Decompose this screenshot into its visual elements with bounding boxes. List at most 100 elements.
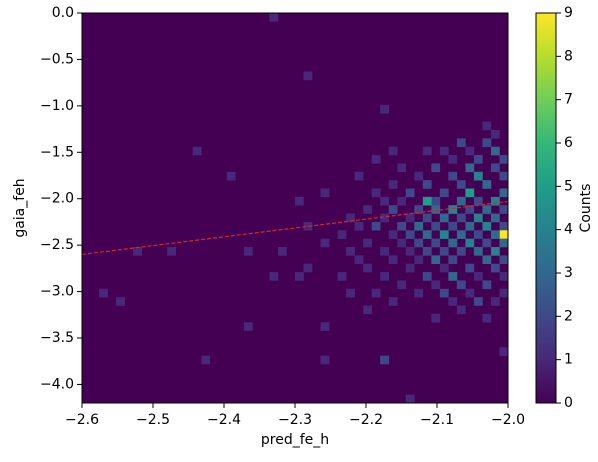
bin-cell [499,347,509,356]
bin-cell [388,297,398,306]
bin-cell [456,305,466,315]
bin-cell [490,163,500,173]
bin-cell [226,171,236,181]
bin-cell [295,272,304,281]
y-tick-label: −2.0 [40,191,74,207]
bin-cell [490,263,500,273]
bin-cell [465,263,475,273]
bin-cell [490,196,500,206]
bin-cell [363,263,372,273]
bin-cell [388,255,398,265]
bin-cell [397,280,407,290]
bin-cell [482,205,492,214]
bin-cell [405,247,415,256]
y-tick-label: −0.5 [40,51,74,67]
x-axis-label: pred_fe_h [261,432,329,448]
bin-cell [482,255,492,265]
bin-cell [439,230,449,239]
bin-cell [405,230,415,239]
bin-cell [499,171,509,181]
bin-cell [133,247,142,256]
bin-cell [473,272,483,281]
bin-cell [456,213,466,223]
bin-cell [499,255,509,265]
bin-cell [295,196,304,206]
bin-cell [431,238,441,248]
x-tick-label: −2.1 [420,412,454,428]
bin-cell [482,138,492,148]
bin-cell [490,213,500,223]
bin-cell [422,146,432,156]
bin-cell [431,221,441,231]
bin-cell [482,121,492,131]
bin-cell [303,221,313,231]
bin-cell [405,263,415,273]
bin-cell [380,196,390,206]
bin-cell [448,272,458,281]
bin-cell [448,297,458,306]
bin-cell [422,180,432,189]
bin-cell [388,230,398,239]
bin-cell [346,213,355,223]
y-tick-label: −1.0 [40,98,74,114]
bin-cell [388,205,398,214]
bin-cell [388,146,398,156]
bin-cell [405,213,415,223]
x-tick-label: −2.0 [491,412,525,428]
bin-cell [499,155,509,164]
bin-cell [456,180,466,189]
bin-cell [490,230,500,239]
bin-cell [448,171,458,181]
bin-cell [465,188,475,198]
bin-cell [414,205,424,214]
bin-cell [363,305,372,315]
bin-cell [490,247,500,256]
bin-cell [431,255,441,265]
bin-cell [473,297,483,306]
colorbar-tick-label: 2 [564,308,573,324]
bin-cell [456,196,466,206]
bin-cell [465,205,475,214]
bin-cell [448,255,458,265]
plot-background [82,13,508,403]
bin-cell [380,213,390,223]
bin-cell [414,238,424,248]
colorbar-tick-label: 8 [564,48,573,64]
bin-cell [499,238,509,248]
y-axis-label: gaia_feh [12,178,28,237]
x-tick-label: −2.4 [207,412,241,428]
bin-cell [465,221,475,231]
bin-cell [439,146,449,156]
bin-cell [456,280,466,290]
bin-cell [414,255,424,265]
bin-cell [405,394,415,404]
bin-cell [320,322,330,331]
y-tick-label: −4.0 [40,376,74,392]
bin-cell [456,247,466,256]
bin-cell [439,263,449,273]
bin-cell [243,322,253,331]
bin-cell [380,104,390,114]
y-tick-label: −3.5 [40,330,74,346]
colorbar-tick-label: 9 [564,5,573,21]
bin-cell [320,238,330,248]
bin-cell [269,13,279,22]
bin-cell [499,288,509,298]
bin-cell [354,171,364,181]
bin-cell [397,163,407,173]
bin-cell [431,205,441,214]
bin-cell [371,155,381,164]
bin-cell [380,272,390,281]
bin-cell [465,288,475,298]
bin-cell [354,221,364,231]
colorbar-tick-label: 6 [564,135,573,151]
fit-line [81,200,509,256]
y-tick-label: 0.0 [52,5,74,21]
bin-cell [201,355,211,365]
bin-cell [371,188,381,198]
bin-cell [490,146,500,156]
bin-cell [431,280,441,290]
bin-cell [482,180,492,189]
colorbar-tick-label: 1 [564,352,573,368]
